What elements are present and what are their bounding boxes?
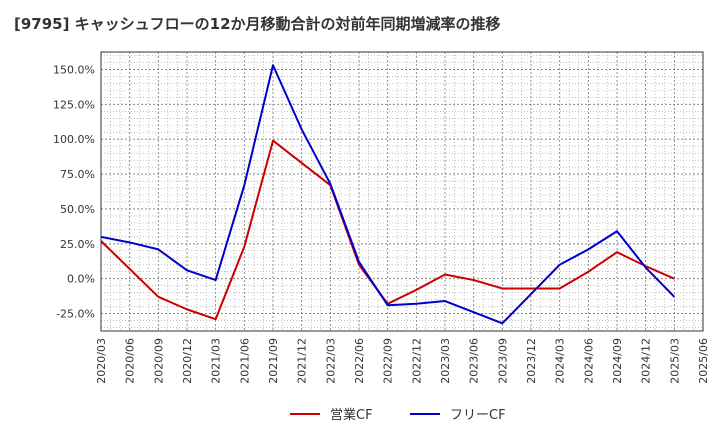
x-tick-label: 2020/03 bbox=[95, 338, 108, 384]
series-line-free-cf bbox=[100, 64, 676, 325]
plot-border bbox=[100, 51, 704, 332]
x-tick-label: 2024/12 bbox=[640, 338, 653, 384]
x-tick-label: 2022/12 bbox=[410, 338, 423, 384]
x-tick-label: 2024/09 bbox=[611, 338, 624, 384]
legend-operating-cf-label: 営業CF bbox=[330, 407, 373, 423]
y-tick-label: 150.0% bbox=[53, 63, 95, 76]
x-tick-label: 2023/06 bbox=[468, 338, 481, 384]
x-tick-label: 2020/09 bbox=[152, 338, 165, 384]
x-tick-label: 2023/09 bbox=[496, 338, 509, 384]
y-tick-label: 0.0% bbox=[67, 273, 95, 286]
y-tick-label: 25.0% bbox=[60, 238, 95, 251]
y-tick-label: 125.0% bbox=[53, 98, 95, 111]
x-tick-label: 2022/09 bbox=[382, 338, 395, 384]
y-tick-label: 75.0% bbox=[60, 168, 95, 181]
y-tick-label: 100.0% bbox=[53, 133, 95, 146]
plot-area bbox=[101, 52, 703, 331]
y-tick-label: 50.0% bbox=[60, 203, 95, 216]
x-tick-label: 2021/06 bbox=[238, 338, 251, 384]
x-tick-label: 2024/06 bbox=[582, 338, 595, 384]
x-tick-label: 2021/03 bbox=[210, 338, 223, 384]
y-tick-label: -25.0% bbox=[56, 308, 95, 321]
legend-free-cf-label: フリーCF bbox=[450, 408, 506, 423]
x-tick-label: 2020/12 bbox=[181, 338, 194, 384]
x-tick-label: 2022/03 bbox=[324, 338, 337, 384]
x-tick-label: 2021/09 bbox=[267, 338, 280, 384]
chart-title: [9795] キャッシュフローの12か月移動合計の対前年同期増減率の推移 bbox=[14, 15, 501, 33]
x-tick-label: 2023/03 bbox=[439, 338, 452, 384]
x-tick-label: 2022/06 bbox=[353, 338, 366, 384]
x-tick-label: 2024/03 bbox=[554, 338, 567, 384]
x-tick-label: 2025/03 bbox=[668, 338, 681, 384]
x-tick-label: 2021/12 bbox=[296, 338, 309, 384]
x-tick-label: 2020/06 bbox=[124, 338, 137, 384]
x-tick-label: 2025/06 bbox=[697, 338, 710, 384]
x-tick-label: 2023/12 bbox=[525, 338, 538, 384]
